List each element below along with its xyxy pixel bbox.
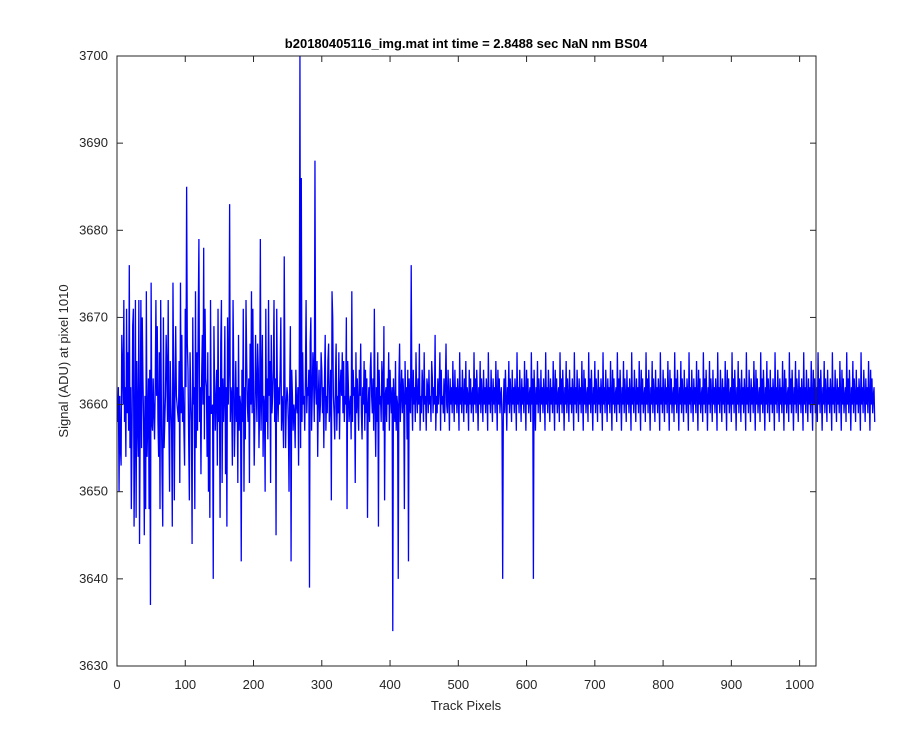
y-tick-label: 3670: [79, 309, 108, 324]
chart-title: b20180405116_img.mat int time = 2.8488 s…: [285, 36, 648, 51]
axes-box: [116, 55, 817, 667]
x-tick-label: 0: [113, 677, 120, 692]
series-line-1: [117, 55, 876, 632]
x-tick-label: 100: [174, 677, 196, 692]
y-tick-label: 3690: [79, 135, 108, 150]
x-tick-label: 800: [652, 677, 674, 692]
x-tick-label: 300: [311, 677, 333, 692]
x-tick-label: 400: [379, 677, 401, 692]
y-tick-label: 3640: [79, 571, 108, 586]
x-tick-label: 500: [447, 677, 469, 692]
x-tick-label: 700: [584, 677, 606, 692]
y-tick-label: 3650: [79, 484, 108, 499]
x-tick-label: 1000: [785, 677, 814, 692]
y-axis-label: Signal (ADU) at pixel 1010: [56, 284, 71, 437]
y-tick-label: 3700: [79, 48, 108, 63]
series-layer: [117, 55, 876, 632]
y-tick-label: 3680: [79, 222, 108, 237]
y-tick-label: 3660: [79, 397, 108, 412]
x-tick-label: 900: [721, 677, 743, 692]
x-tick-label: 600: [516, 677, 538, 692]
y-tick-label: 3630: [79, 658, 108, 673]
ticks-layer: 0 100 200 300 400 500 600 700 800 900 1000 3630 3640…: [79, 48, 816, 692]
x-axis-label: Track Pixels: [431, 698, 502, 713]
x-tick-label: 200: [243, 677, 265, 692]
